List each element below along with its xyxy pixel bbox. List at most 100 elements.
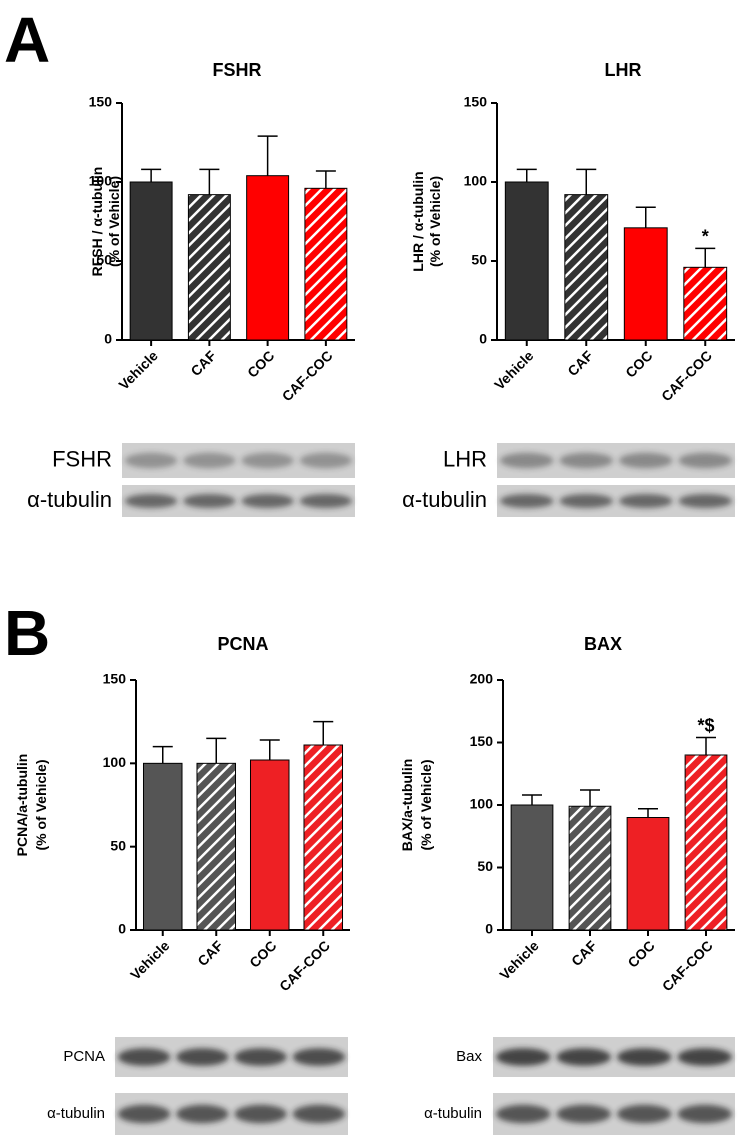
y-axis-label: (% of Vehicle)	[106, 176, 122, 267]
blot-band	[241, 452, 294, 469]
x-tick-label: CAF-COC	[279, 347, 336, 404]
bar	[142, 762, 183, 931]
x-tick-label: Vehicle	[115, 347, 161, 393]
x-tick-label: COC	[622, 347, 655, 380]
y-tick-label: 0	[118, 921, 126, 937]
blot-band	[618, 493, 673, 509]
blot-band	[183, 493, 236, 509]
y-tick-label: 200	[470, 671, 494, 687]
blot-band	[124, 452, 178, 469]
y-axis-label: BAX/a-tubulin	[399, 759, 415, 852]
blot-band	[499, 452, 554, 469]
blot-label: Bax	[456, 1048, 482, 1065]
bar	[568, 805, 612, 931]
blot-band	[234, 1048, 287, 1066]
x-tick-label: COC	[244, 347, 277, 380]
y-tick-label: 150	[464, 94, 488, 110]
x-tick-label: Vehicle	[496, 937, 542, 983]
y-tick-label: 100	[103, 754, 127, 770]
blot-band	[617, 1104, 672, 1124]
bar	[196, 762, 237, 931]
y-tick-label: 50	[477, 858, 493, 874]
x-tick-label: COC	[624, 937, 657, 970]
bar	[504, 181, 549, 341]
y-tick-label: 150	[103, 671, 127, 687]
bar	[626, 817, 670, 931]
blot-band	[678, 493, 733, 509]
blot-band	[559, 493, 614, 509]
y-tick-label: 50	[110, 837, 126, 853]
y-tick-label: 100	[470, 796, 494, 812]
blot-band	[496, 1048, 551, 1066]
blot-label: α-tubulin	[27, 487, 112, 512]
y-axis-label: (% of Vehicle)	[33, 759, 49, 850]
y-tick-label: 100	[89, 173, 113, 189]
blot-label: FSHR	[52, 446, 112, 471]
blot-band	[678, 452, 733, 469]
blot-band	[183, 452, 236, 469]
significance-label: *$	[697, 716, 714, 736]
y-axis-label: RFSH / α-tubulin	[89, 167, 105, 277]
y-axis-label: (% of Vehicle)	[418, 759, 434, 850]
y-axis-label: (% of Vehicle)	[427, 176, 443, 267]
y-tick-label: 150	[89, 94, 113, 110]
blot-band	[496, 1104, 551, 1124]
blot-band	[677, 1104, 732, 1124]
y-tick-label: 0	[104, 331, 112, 347]
blot-band	[117, 1104, 171, 1124]
blot-band	[292, 1048, 346, 1066]
x-tick-label: CAF	[187, 347, 219, 379]
chart-title: FSHR	[213, 60, 262, 80]
blot-band	[556, 1104, 611, 1124]
y-tick-label: 50	[96, 252, 112, 268]
blot-band	[299, 493, 353, 509]
blot-band	[499, 493, 554, 509]
blot-band	[677, 1048, 732, 1066]
y-tick-label: 150	[470, 733, 494, 749]
blot-band	[176, 1104, 229, 1124]
bar	[246, 175, 290, 341]
blot-label: α-tubulin	[402, 487, 487, 512]
blot-band	[618, 452, 673, 469]
y-tick-label: 100	[464, 173, 488, 189]
bar	[510, 804, 554, 931]
blot-band	[559, 452, 614, 469]
blot-band	[292, 1104, 346, 1124]
x-tick-label: CAF-COC	[659, 937, 716, 994]
chart-title: LHR	[605, 60, 642, 80]
bar	[304, 187, 348, 341]
bar	[683, 266, 728, 341]
blot-band	[299, 452, 353, 469]
chart-title: PCNA	[217, 634, 268, 654]
blot-label: PCNA	[63, 1048, 105, 1065]
blot-band	[124, 493, 178, 509]
y-tick-label: 0	[479, 331, 487, 347]
blot-band	[617, 1048, 672, 1066]
y-tick-label: 0	[485, 921, 493, 937]
blot-band	[234, 1104, 287, 1124]
bar	[564, 194, 609, 341]
x-tick-label: COC	[246, 937, 279, 970]
bar	[623, 227, 668, 341]
blot-band	[117, 1048, 171, 1066]
x-tick-label: Vehicle	[127, 937, 173, 983]
x-tick-label: CAF	[564, 347, 596, 379]
chart-title: BAX	[584, 634, 622, 654]
x-tick-label: CAF-COC	[276, 937, 333, 994]
x-tick-label: Vehicle	[491, 347, 537, 393]
bar	[129, 181, 173, 341]
y-axis-label: PCNA/a-tubulin	[14, 754, 30, 857]
bar	[187, 194, 231, 341]
panel-letter: A	[4, 4, 50, 76]
significance-label: *	[702, 226, 709, 246]
blot-label: α-tubulin	[424, 1105, 482, 1122]
x-tick-label: CAF-COC	[658, 347, 715, 404]
bar	[249, 759, 290, 931]
x-tick-label: CAF	[568, 937, 600, 969]
y-tick-label: 50	[471, 252, 487, 268]
y-axis-label: LHR / α-tubulin	[410, 171, 426, 271]
bar	[303, 744, 344, 931]
blot-band	[241, 493, 294, 509]
blot-label: LHR	[443, 446, 487, 471]
